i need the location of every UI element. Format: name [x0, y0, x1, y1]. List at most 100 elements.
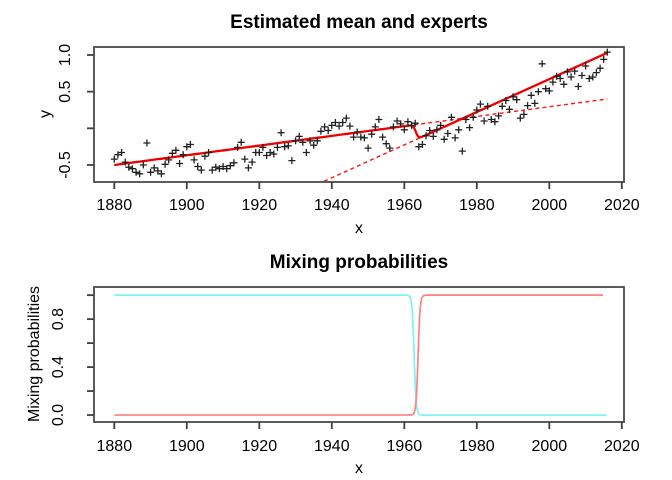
data-point-plus-marker: [603, 48, 611, 56]
data-point-plus-marker: [455, 126, 463, 134]
data-point-plus-marker: [317, 127, 325, 135]
data-point-plus-marker: [371, 123, 379, 131]
data-point-plus-marker: [418, 141, 426, 148]
x-tick-label: 1880: [97, 438, 133, 455]
data-point-plus-marker: [560, 80, 568, 88]
data-point-plus-marker: [571, 67, 579, 75]
data-point-plus-marker: [596, 64, 604, 72]
data-point-plus-marker: [328, 121, 336, 129]
data-point-plus-marker: [513, 96, 521, 104]
data-point-plus-marker: [121, 158, 129, 166]
x-tick-label: 1920: [242, 438, 278, 455]
bottom-chart-y-axis-label: Mixing probabilities: [26, 285, 43, 423]
data-point-plus-marker: [553, 72, 561, 80]
data-point-plus-marker: [415, 143, 423, 151]
data-point-plus-marker: [440, 135, 448, 143]
data-point-plus-marker: [404, 118, 412, 126]
data-point-plus-marker: [331, 119, 339, 126]
y-tick-label: -0.5: [57, 151, 74, 179]
x-tick-label: 1940: [314, 438, 350, 455]
data-point-plus-marker: [400, 126, 408, 134]
data-point-plus-marker: [176, 160, 184, 167]
data-point-plus-marker: [230, 159, 238, 167]
data-point-plus-marker: [324, 127, 332, 134]
data-point-plus-marker: [339, 119, 347, 126]
data-point-plus-marker: [480, 117, 488, 125]
data-point-plus-marker: [295, 132, 303, 140]
data-point-plus-marker: [545, 87, 553, 95]
data-point-plus-marker: [538, 60, 546, 68]
data-point-plus-marker: [505, 105, 513, 113]
data-point-plus-marker: [491, 118, 499, 126]
data-point-plus-marker: [364, 144, 372, 152]
data-point-plus-marker: [462, 116, 470, 123]
data-point-plus-marker: [484, 102, 492, 110]
data-point-plus-marker: [437, 121, 445, 129]
y-tick-label: 0.5: [57, 80, 74, 102]
data-point-plus-marker: [277, 129, 285, 137]
data-point-plus-marker: [574, 83, 582, 90]
data-point-plus-marker: [578, 72, 586, 79]
data-point-plus-marker: [433, 126, 441, 134]
x-tick-label: 2000: [532, 438, 568, 455]
data-point-plus-marker: [165, 156, 173, 164]
plot-box: [93, 286, 625, 423]
data-point-plus-marker: [284, 142, 292, 150]
data-point-plus-marker: [556, 75, 564, 82]
data-point-plus-marker: [118, 149, 126, 156]
data-point-plus-marker: [469, 113, 477, 121]
bottom-chart-title: Mixing probabilities: [269, 252, 449, 273]
data-point-plus-marker: [429, 132, 437, 140]
data-point-plus-marker: [451, 134, 459, 142]
x-tick-label: 2000: [532, 197, 568, 214]
data-point-plus-marker: [136, 170, 144, 178]
data-point-plus-marker: [128, 165, 136, 173]
data-point-plus-marker: [353, 128, 361, 136]
data-point-plus-marker: [223, 165, 231, 173]
data-point-plus-marker: [205, 149, 213, 156]
data-point-plus-marker: [241, 155, 249, 163]
data-point-plus-marker: [335, 122, 343, 130]
data-point-plus-marker: [495, 112, 503, 120]
x-tick-label: 1880: [97, 197, 133, 214]
data-point-plus-marker: [157, 170, 165, 178]
data-point-plus-marker: [201, 152, 209, 160]
data-point-plus-marker: [219, 163, 227, 170]
data-point-plus-marker: [389, 123, 397, 131]
data-point-plus-marker: [150, 164, 158, 172]
data-point-plus-marker: [255, 149, 263, 156]
data-point-plus-marker: [426, 127, 434, 134]
data-point-plus-marker: [498, 102, 506, 110]
data-point-plus-marker: [183, 143, 191, 151]
data-point-plus-marker: [208, 166, 216, 174]
prob-expert-1-line: [114, 294, 607, 416]
data-point-plus-marker: [549, 78, 557, 86]
y-tick-label: 1.0: [57, 44, 74, 66]
data-point-plus-marker: [393, 117, 401, 125]
y-tick-label: 0.4: [50, 356, 67, 378]
x-tick-label: 2020: [604, 197, 640, 214]
data-point-plus-marker: [306, 137, 314, 145]
data-point-plus-marker: [248, 158, 256, 166]
data-point-plus-marker: [321, 123, 329, 131]
data-point-plus-marker: [313, 137, 321, 145]
data-point-plus-marker: [476, 100, 484, 108]
data-point-plus-marker: [302, 149, 310, 156]
data-point-plus-marker: [350, 133, 358, 141]
data-point-plus-marker: [288, 157, 296, 165]
data-point-plus-marker: [592, 69, 600, 77]
x-tick-label: 1940: [314, 197, 350, 214]
y-tick-label: 0.8: [50, 308, 67, 330]
data-point-plus-marker: [342, 114, 350, 122]
data-point-plus-marker: [161, 160, 169, 168]
data-point-plus-marker: [563, 68, 571, 76]
data-point-plus-marker: [114, 151, 122, 159]
data-point-plus-marker: [186, 141, 194, 148]
data-point-plus-marker: [270, 150, 278, 158]
data-point-plus-marker: [422, 132, 430, 140]
data-point-plus-marker: [263, 152, 271, 159]
x-tick-label: 1920: [242, 197, 278, 214]
data-point-plus-marker: [125, 163, 133, 171]
data-point-plus-marker: [215, 165, 223, 173]
